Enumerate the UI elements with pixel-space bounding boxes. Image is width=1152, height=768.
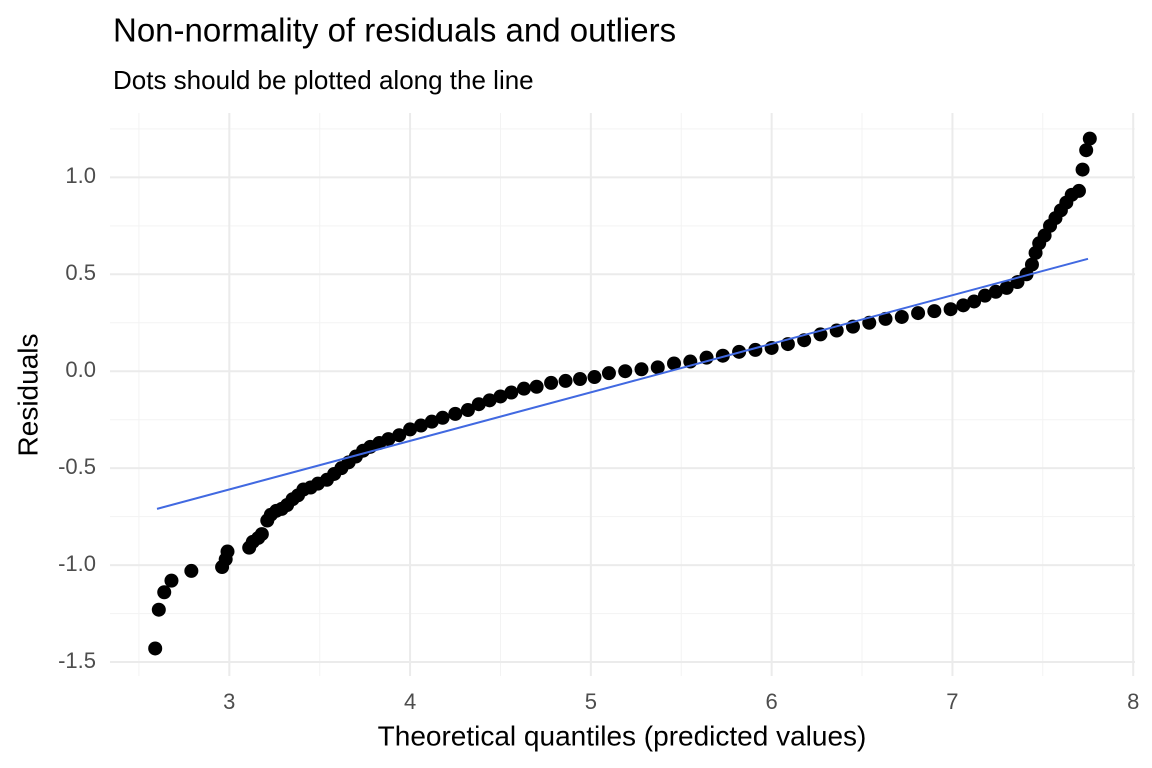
x-tick-label: 8	[1127, 689, 1139, 714]
y-tick-label: 0.0	[65, 357, 96, 382]
point	[667, 356, 682, 371]
y-tick-label: -1.5	[58, 648, 96, 673]
point	[1079, 143, 1094, 158]
point	[878, 311, 893, 326]
y-tick-label: -0.5	[58, 454, 96, 479]
point	[220, 544, 235, 559]
point	[493, 389, 508, 404]
point	[1024, 257, 1039, 272]
point	[927, 304, 942, 319]
point	[956, 298, 971, 313]
point	[1071, 183, 1086, 198]
chart-subtitle: Dots should be plotted along the line	[113, 65, 534, 95]
y-tick-label: -1.0	[58, 551, 96, 576]
point	[988, 284, 1003, 299]
point	[471, 397, 486, 412]
chart-title: Non-normality of residuals and outliers	[113, 12, 676, 49]
point	[460, 403, 475, 418]
reference-line	[156, 257, 1089, 510]
point	[148, 641, 163, 656]
point	[1075, 162, 1090, 177]
point	[618, 364, 633, 379]
point	[413, 418, 428, 433]
x-tick-label: 3	[223, 689, 235, 714]
point	[151, 602, 166, 617]
point	[544, 375, 559, 390]
point	[435, 410, 450, 425]
point	[911, 306, 926, 321]
y-tick-label: 1.0	[65, 163, 96, 188]
y-axis-title: Residuals	[12, 334, 43, 457]
x-tick-label: 6	[766, 689, 778, 714]
point	[601, 366, 616, 381]
point	[403, 422, 418, 437]
point	[254, 527, 269, 542]
point	[424, 414, 439, 429]
point	[482, 393, 497, 408]
point	[999, 280, 1014, 295]
point	[558, 373, 573, 388]
point	[650, 360, 665, 375]
point	[634, 362, 649, 377]
point	[516, 381, 531, 396]
x-tick-label: 4	[404, 689, 416, 714]
point	[504, 385, 519, 400]
point	[977, 288, 992, 303]
point	[164, 573, 179, 588]
point	[587, 370, 602, 385]
point	[381, 432, 396, 447]
point	[529, 379, 544, 394]
point	[967, 294, 982, 309]
point	[715, 348, 730, 363]
x-axis-title: Theoretical quantiles (predicted values)	[378, 720, 867, 751]
point	[1082, 131, 1097, 146]
point	[894, 309, 909, 324]
point	[184, 563, 199, 578]
point	[392, 428, 407, 443]
point	[573, 371, 588, 386]
point	[943, 302, 958, 317]
x-tick-label: 7	[946, 689, 958, 714]
x-tick-label: 5	[585, 689, 597, 714]
point	[448, 406, 463, 421]
y-tick-label: 0.5	[65, 260, 96, 285]
point	[157, 585, 172, 600]
